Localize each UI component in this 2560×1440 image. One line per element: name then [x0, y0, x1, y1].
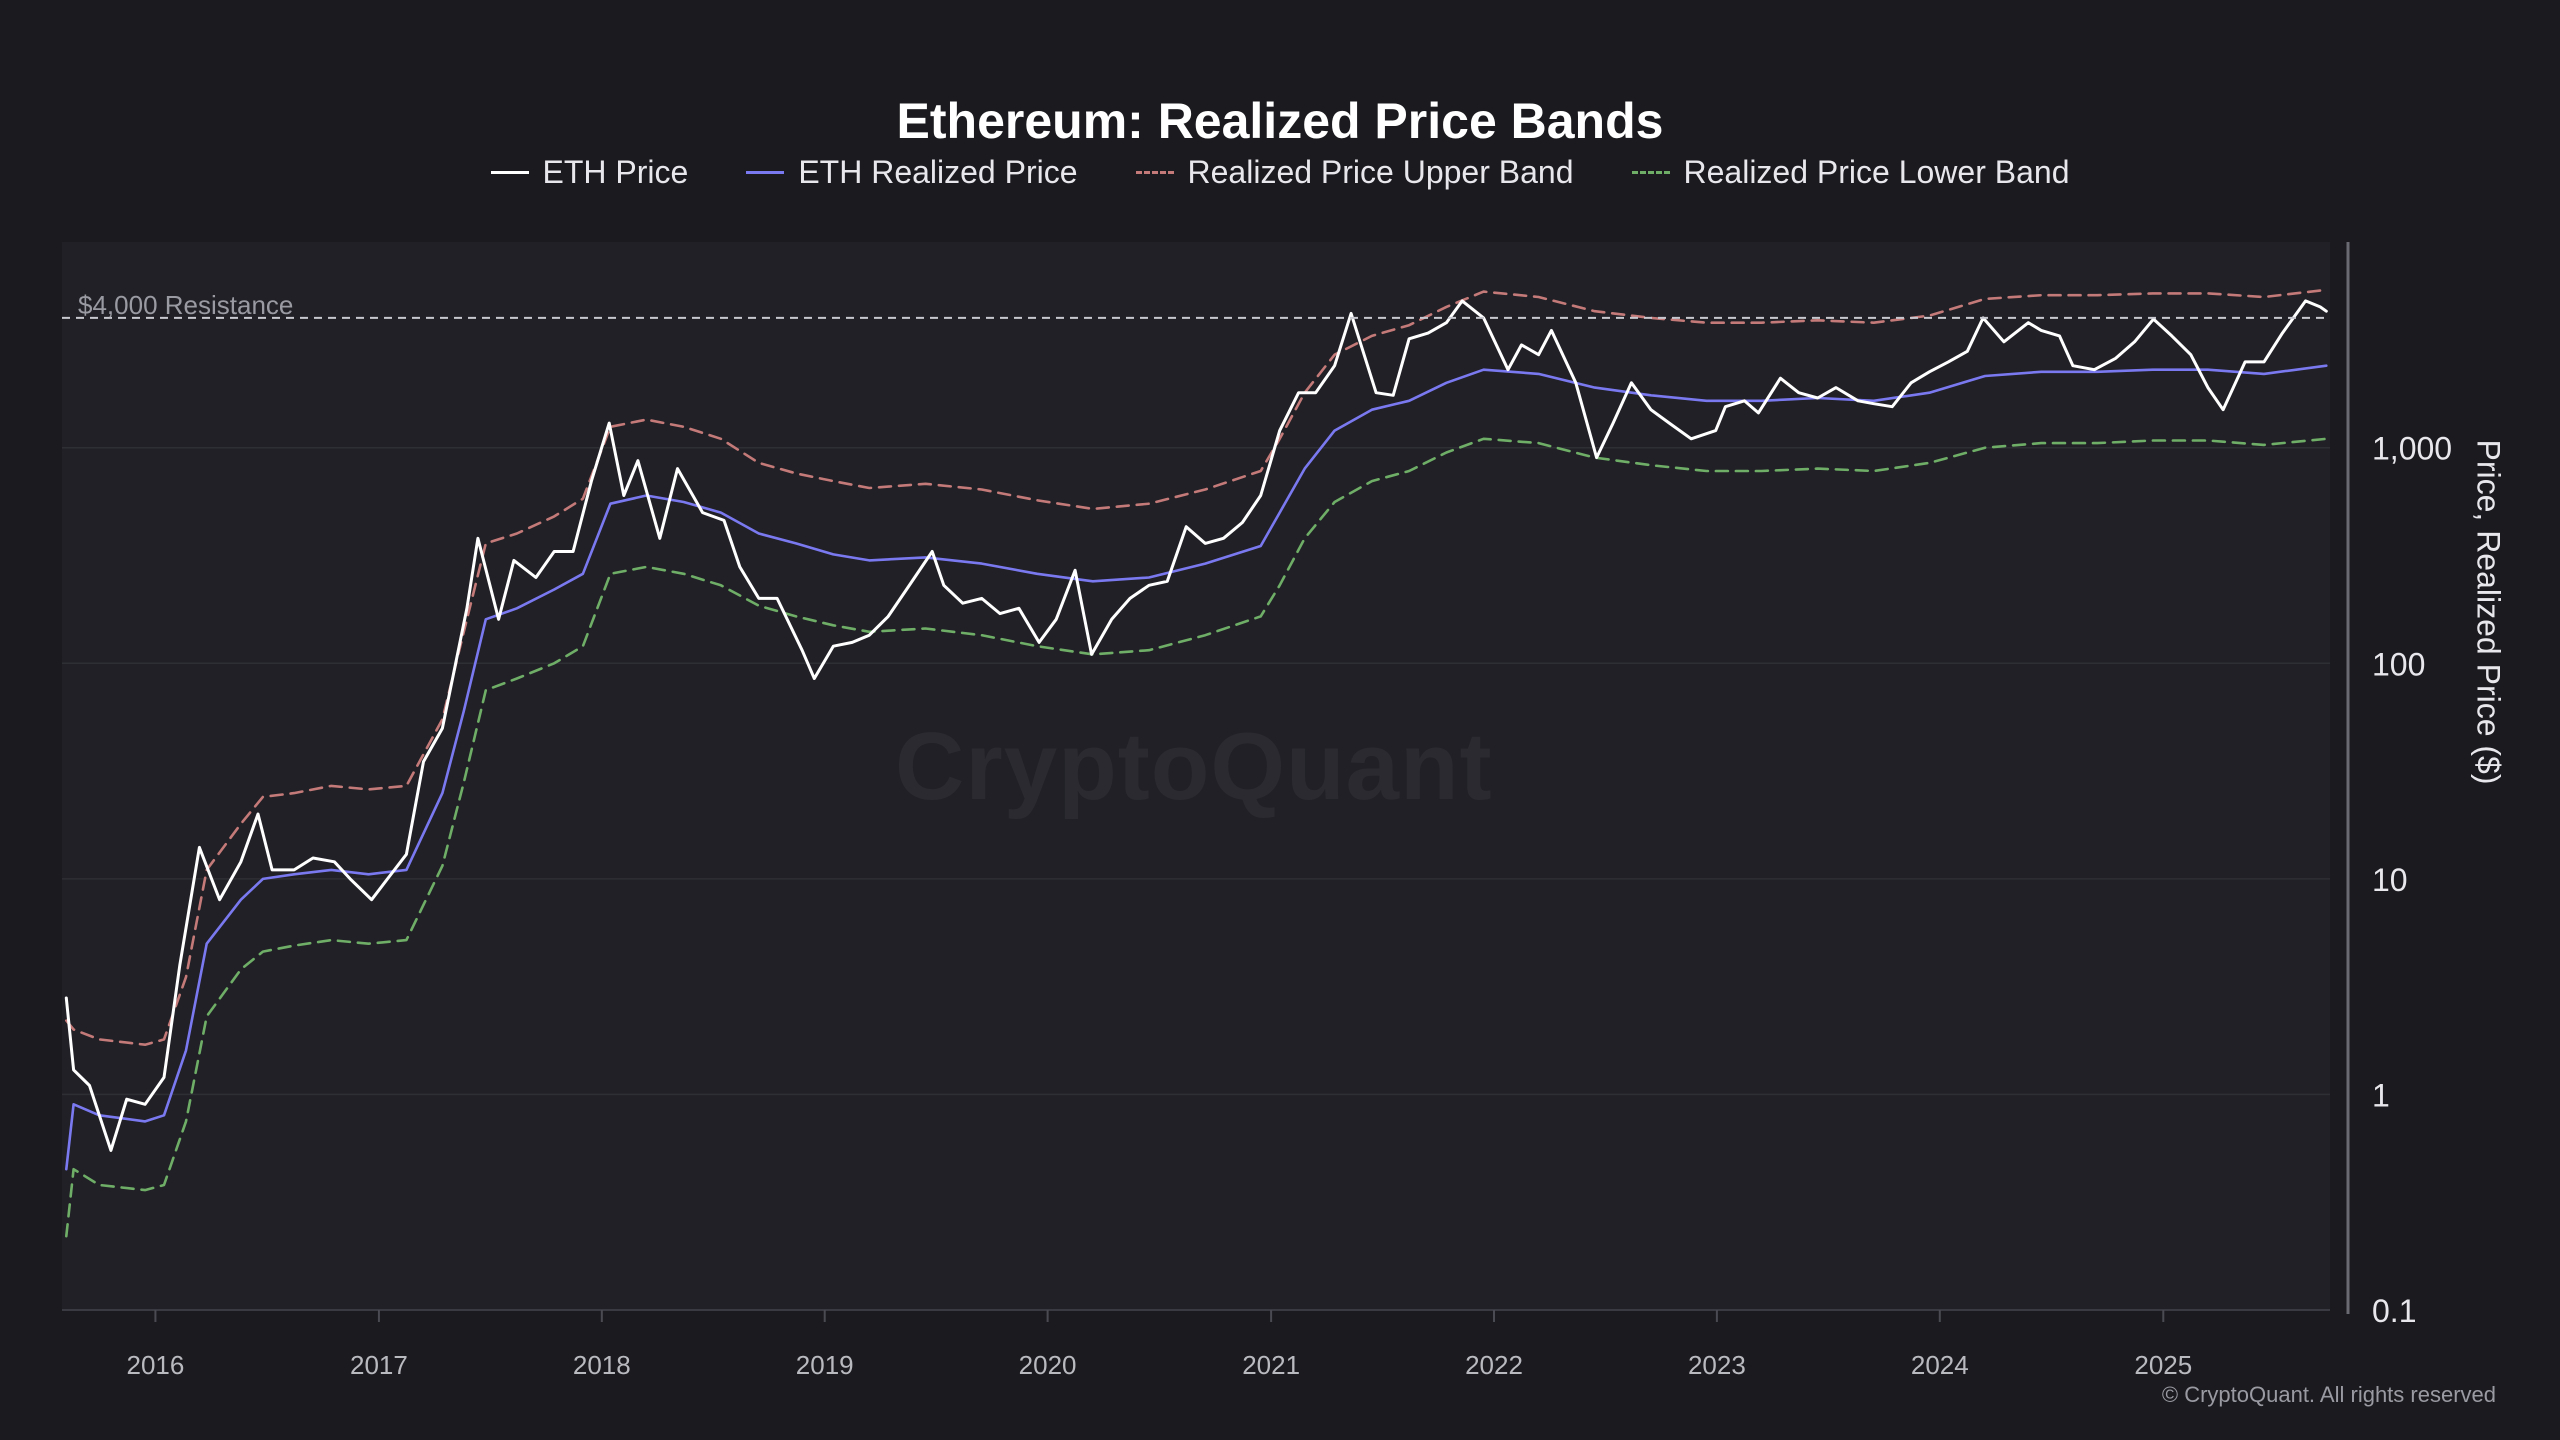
legend-swatch-upper-band	[1135, 171, 1174, 174]
y-tick-label: 100	[2372, 646, 2425, 682]
legend-item-upper-band[interactable]: Realized Price Upper Band	[1135, 154, 1574, 191]
y-tick-label: 10	[2372, 862, 2408, 898]
legend-swatch-realized-price	[746, 171, 785, 174]
y-axis: 0.1 1 10 100 1,000	[2346, 242, 2452, 1329]
legend-label-lower-band: Realized Price Lower Band	[1683, 154, 2070, 190]
legend: ETH Price ETH Realized Price Realized Pr…	[0, 154, 2560, 191]
series-line-upper-band	[65, 288, 2328, 1046]
legend-label-eth-price: ETH Price	[542, 154, 689, 190]
series-line-eth-price	[64, 299, 2328, 1152]
legend-item-eth-price[interactable]: ETH Price	[490, 154, 689, 191]
x-tick-label: 2016	[127, 1350, 185, 1380]
series-line-lower-band	[65, 437, 2328, 1238]
y-tick-label: 1,000	[2372, 431, 2452, 467]
x-tick-label: 2019	[796, 1350, 854, 1380]
x-tick-label: 2020	[1019, 1350, 1077, 1380]
legend-swatch-lower-band	[1631, 171, 1670, 174]
legend-item-lower-band[interactable]: Realized Price Lower Band	[1631, 154, 2070, 191]
x-axis: 2016 2017 2018 2019 2020 2021 2022 2023 2024 2025	[62, 1309, 2330, 1380]
chart-title: Ethereum: Realized Price Bands	[896, 93, 1664, 149]
x-tick-label: 2024	[1911, 1350, 1969, 1380]
y-tick-label: 1	[2372, 1077, 2390, 1113]
legend-item-realized-price[interactable]: ETH Realized Price	[746, 154, 1078, 191]
x-tick-label: 2022	[1465, 1350, 1523, 1380]
copyright: © CryptoQuant. All rights reserved	[2161, 1382, 2496, 1407]
grid	[62, 446, 2330, 1096]
legend-label-realized-price: ETH Realized Price	[798, 154, 1078, 190]
resistance-label: $4,000 Resistance	[78, 290, 294, 320]
y-axis-title: Price, Realized Price ($)	[2470, 439, 2507, 785]
y-tick-label: 0.1	[2372, 1293, 2416, 1329]
series-line-realized-price	[65, 364, 2328, 1171]
legend-swatch-eth-price	[490, 171, 529, 174]
legend-label-upper-band: Realized Price Upper Band	[1187, 154, 1574, 190]
x-tick-label: 2021	[1242, 1350, 1300, 1380]
x-tick-label: 2023	[1688, 1350, 1746, 1380]
x-tick-label: 2017	[350, 1350, 408, 1380]
x-tick-label: 2025	[2134, 1350, 2192, 1380]
plot-area	[62, 242, 2330, 1310]
watermark: CryptoQuant	[895, 713, 1493, 820]
series-layer	[64, 288, 2328, 1238]
x-tick-label: 2018	[573, 1350, 631, 1380]
